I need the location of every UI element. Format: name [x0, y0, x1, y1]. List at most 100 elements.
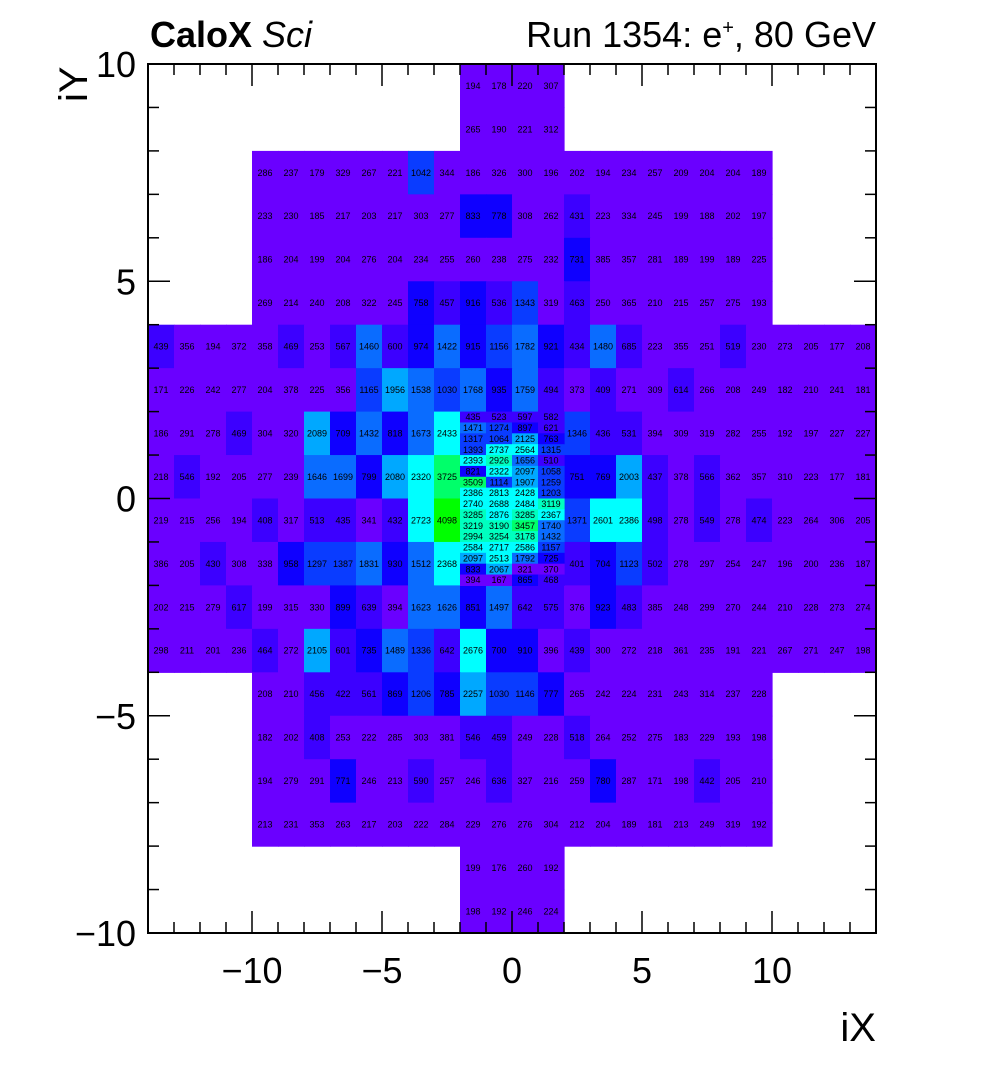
heatmap-cell: [226, 324, 253, 369]
cell-value-label: 235: [699, 646, 714, 656]
cell-value-label: 205: [231, 472, 246, 482]
cell-value-label: 1343: [515, 298, 535, 308]
cell-value-label: 291: [179, 428, 194, 438]
cell-value-label: 279: [283, 776, 298, 786]
cell-value-label: 685: [621, 342, 636, 352]
heatmap-cell: [382, 150, 409, 195]
fine-heatmap-cell: [460, 411, 487, 424]
cell-value-label: 2320: [411, 472, 431, 482]
heatmap-cell: [694, 150, 721, 195]
heatmap-cell: [226, 411, 253, 456]
cell-value-label: 330: [309, 602, 324, 612]
cell-value-label: 203: [387, 820, 402, 830]
fine-heatmap-cell: [512, 552, 539, 565]
heatmap-cell: [850, 324, 877, 369]
fine-heatmap-cell: [538, 552, 565, 565]
cell-value-label: 278: [205, 428, 220, 438]
cell-value-label: 210: [283, 689, 298, 699]
heatmap-cell: [460, 368, 487, 413]
cell-value-label: 246: [517, 906, 532, 916]
cell-value-label: 230: [283, 211, 298, 221]
heatmap-cell: [668, 150, 695, 195]
heatmap-cell: [538, 846, 565, 891]
heatmap-cell: [694, 368, 721, 413]
cell-value-label: 215: [179, 515, 194, 525]
heatmap-cell: [304, 498, 331, 543]
fine-heatmap-cell: [538, 465, 565, 478]
plot-frame: [147, 63, 877, 934]
cell-value-label: 329: [335, 168, 350, 178]
cell-value-label: 1782: [515, 342, 535, 352]
cell-value-label: 385: [595, 255, 610, 265]
cell-value-label: 778: [491, 211, 506, 221]
heatmap-cell: [226, 368, 253, 413]
heatmap-cell: [824, 411, 851, 456]
cell-value-label: 213: [387, 776, 402, 786]
cell-value-label: 1623: [411, 602, 431, 612]
heatmap-cell: [278, 455, 305, 500]
heatmap-cell: [434, 368, 461, 413]
cell-value-label: 1512: [411, 559, 431, 569]
heatmap-cell: [746, 281, 773, 326]
cell-value-label: 181: [855, 472, 870, 482]
cell-value-label: 1792: [515, 553, 535, 563]
cell-value-label: 1165: [359, 385, 378, 395]
cell-value-label: 575: [543, 602, 558, 612]
heatmap-cell: [694, 759, 721, 804]
cell-value-label: 245: [387, 298, 402, 308]
heatmap-cell: [252, 672, 279, 717]
cell-value-label: 215: [673, 298, 688, 308]
cell-value-label: 1146: [515, 689, 534, 699]
cell-value-label: 865: [517, 575, 532, 585]
heatmap-cell: [408, 715, 435, 760]
cell-value-label: 198: [751, 733, 766, 743]
heatmap-cell: [798, 411, 825, 456]
cell-value-label: 190: [491, 124, 506, 134]
heatmap-cell: [538, 585, 565, 630]
heatmap-cell: [720, 759, 747, 804]
heatmap-cell: [408, 759, 435, 804]
cell-value-label: 262: [543, 211, 558, 221]
heatmap-cell: [642, 759, 669, 804]
cell-value-label: 300: [595, 646, 610, 656]
cell-value-label: 210: [803, 385, 818, 395]
cell-value-label: 192: [777, 428, 792, 438]
heatmap-cell: [408, 281, 435, 326]
cell-value-label: 442: [699, 776, 714, 786]
cell-value-label: 260: [465, 255, 480, 265]
cell-value-label: 242: [205, 385, 220, 395]
experiment-subname: Sci: [262, 14, 313, 55]
heatmap-cell: [642, 411, 669, 456]
heatmap-cell: [642, 324, 669, 369]
cell-value-label: 356: [179, 342, 194, 352]
heatmap-cell: [460, 759, 487, 804]
heatmap-cell: [642, 368, 669, 413]
cell-value-label: 222: [361, 733, 376, 743]
fine-heatmap-cell: [538, 574, 565, 586]
heatmap-cell: [824, 541, 851, 586]
fine-heatmap-cell: [486, 498, 513, 510]
heatmap-cell: [746, 715, 773, 760]
heatmap-cell: [460, 107, 487, 152]
cell-value-label: 974: [413, 342, 428, 352]
fine-heatmap-cell: [460, 465, 487, 478]
cell-value-label: 396: [543, 646, 558, 656]
cell-value-label: 236: [829, 559, 844, 569]
heatmap-cell: [694, 541, 721, 586]
cell-value-label: 240: [309, 298, 324, 308]
cell-value-label: 3725: [437, 472, 457, 482]
heatmap-cell: [538, 715, 565, 760]
cell-value-label: 494: [543, 385, 558, 395]
fine-heatmap-cell: [460, 455, 487, 467]
heatmap-cell: [538, 889, 565, 934]
cell-value-label: 220: [517, 81, 532, 91]
heatmap-cell: [460, 715, 487, 760]
heatmap-cell: [382, 368, 409, 413]
heatmap-cell: [252, 411, 279, 456]
cell-value-label: 536: [491, 298, 506, 308]
cell-value-label: 214: [283, 298, 298, 308]
fine-heatmap-cell: [512, 455, 539, 467]
heatmap-cell: [174, 368, 201, 413]
cell-value-label: 1460: [359, 342, 379, 352]
cell-value-label: 204: [335, 255, 350, 265]
